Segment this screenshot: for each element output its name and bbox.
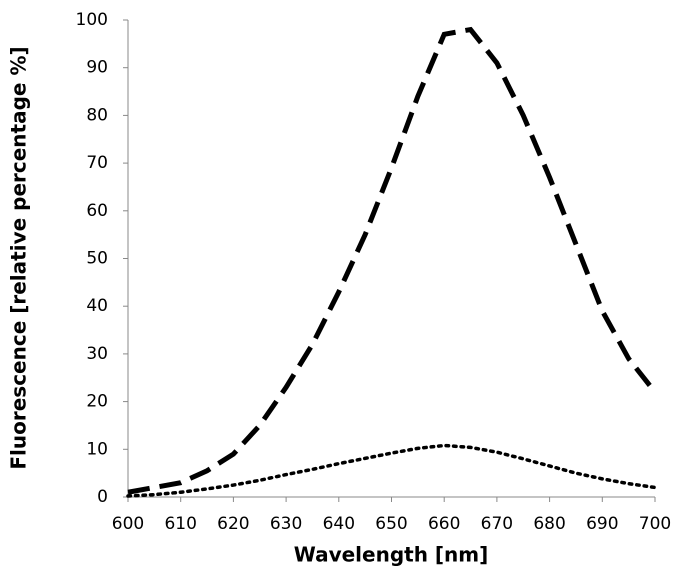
y-tick-label: 90 bbox=[86, 58, 108, 78]
x-tick-label: 650 bbox=[375, 514, 407, 534]
x-tick-label: 630 bbox=[270, 514, 302, 534]
x-tick-label: 660 bbox=[428, 514, 460, 534]
x-tick-label: 620 bbox=[217, 514, 249, 534]
data-line bbox=[126, 443, 657, 498]
y-tick-label: 100 bbox=[76, 10, 108, 30]
y-tick-label: 50 bbox=[86, 249, 108, 269]
y-tick-label: 70 bbox=[86, 153, 108, 173]
y-tick-label: 40 bbox=[86, 296, 108, 316]
data-line bbox=[127, 26, 657, 495]
y-tick-label: 10 bbox=[86, 439, 108, 459]
x-tick-label: 690 bbox=[586, 514, 618, 534]
x-tick-label: 640 bbox=[323, 514, 355, 534]
y-tick-label: 20 bbox=[86, 392, 108, 412]
y-axis-label: Fluorescence [relative percentage %] bbox=[7, 46, 31, 469]
x-tick-label: 680 bbox=[533, 514, 565, 534]
y-tick-label: 30 bbox=[86, 344, 108, 364]
y-tick-label: 80 bbox=[86, 105, 108, 125]
y-tick-label: 60 bbox=[86, 201, 108, 221]
x-tick-label: 670 bbox=[481, 514, 513, 534]
y-tick-label: 0 bbox=[97, 487, 108, 507]
x-axis-label: Wavelength [nm] bbox=[294, 543, 489, 567]
x-tick-label: 600 bbox=[112, 514, 144, 534]
x-tick-label: 700 bbox=[639, 514, 671, 534]
x-tick-label: 610 bbox=[164, 514, 196, 534]
